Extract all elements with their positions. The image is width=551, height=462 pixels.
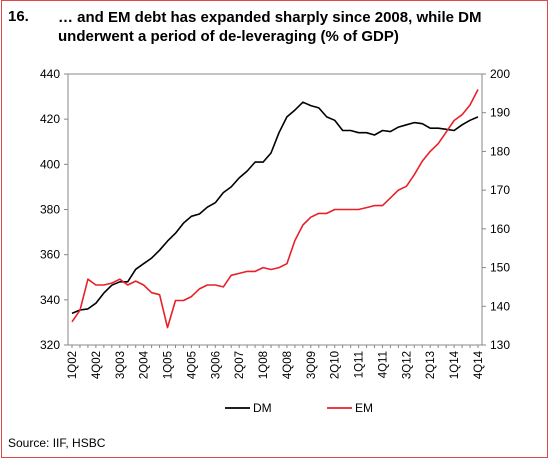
series-line-dm: [71, 101, 479, 315]
x-tick-label: 3Q09: [306, 351, 318, 379]
x-tick-label: 1Q05: [163, 351, 175, 379]
y-right-tick-label: 130: [490, 338, 510, 352]
y-right-tick-label: 190: [490, 106, 510, 120]
x-tick-label: 4Q05: [186, 351, 198, 379]
y-right-tick-label: 170: [490, 183, 510, 197]
x-tick-label: 4Q08: [282, 351, 294, 379]
y-left-tick-label: 320: [40, 338, 60, 352]
x-tick-label: 1Q08: [258, 351, 270, 379]
x-tick-label: 1Q14: [449, 350, 461, 379]
source-note: Source: IIF, HSBC: [8, 436, 106, 450]
y-left-tick-label: 400: [40, 157, 60, 171]
x-tick-label: 1Q11: [354, 351, 366, 378]
x-tick-label: 3Q03: [115, 351, 127, 379]
plot-area: [67, 73, 483, 346]
x-tick-label: 2Q13: [425, 351, 437, 379]
chart-title: … and EM debt has expanded sharply since…: [58, 9, 482, 45]
y-left-tick-label: 360: [40, 248, 60, 262]
legend-label-em: EM: [355, 401, 373, 415]
y-right-tick-label: 160: [490, 222, 510, 236]
y-left-tick-label: 340: [40, 293, 60, 307]
chart: 320 340 360 380 400 420 440 130 140 150 160 170 180 1…: [40, 67, 510, 415]
x-tick-label: 4Q11: [377, 351, 389, 378]
x-tick-label: 3Q06: [210, 351, 222, 379]
y-left-tick-label: 440: [40, 67, 60, 81]
chart-axes: 320 340 360 380 400 420 440 130 140 150 160 170 180 1…: [40, 67, 510, 379]
x-tick-label: 4Q02: [91, 351, 103, 379]
y-left-tick-label: 380: [40, 203, 60, 217]
x-tick-label: 3Q12: [401, 351, 413, 379]
x-tick-label: 2Q10: [330, 351, 342, 379]
legend-label-dm: DM: [253, 401, 272, 415]
x-tick-label: 4Q14: [473, 350, 485, 379]
y-right-tick-label: 150: [490, 261, 510, 275]
y-right-tick-label: 140: [490, 299, 510, 313]
x-tick-label: 2Q07: [234, 351, 246, 379]
y-right-tick-label: 180: [490, 144, 510, 158]
x-tick-label: 1Q02: [67, 351, 79, 379]
series-line-em: [71, 89, 479, 329]
x-tick-label: 2Q04: [139, 350, 151, 379]
figure-number: 16.: [8, 8, 29, 25]
chart-legend: DM EM: [225, 401, 373, 415]
y-left-tick-label: 420: [40, 112, 60, 126]
chart-lines: [71, 89, 479, 329]
y-right-tick-label: 200: [490, 67, 510, 81]
